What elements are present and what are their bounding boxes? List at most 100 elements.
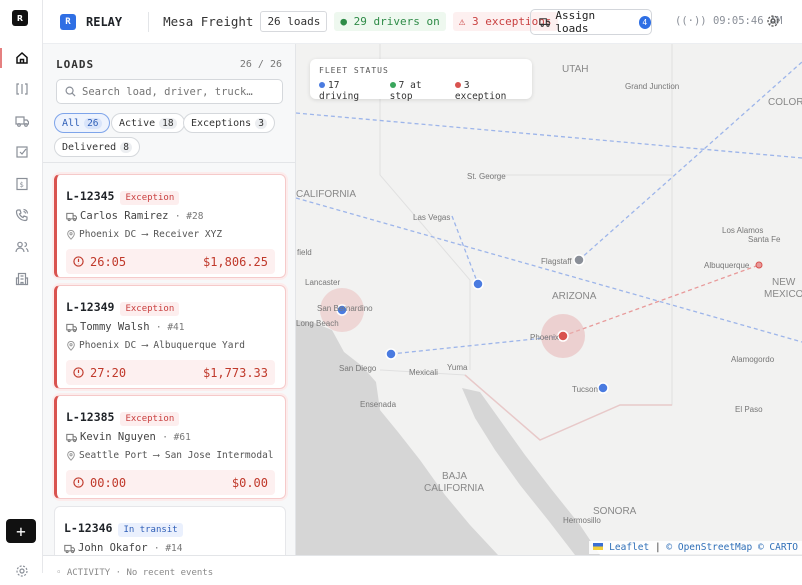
truck-number: · #14 — [153, 542, 183, 554]
map-attribution: Leaflet | © OpenStreetMap © CARTO — [589, 541, 802, 554]
exceptions-pill[interactable]: ⚠ 3 exceptions — [452, 12, 558, 31]
map[interactable]: UTAH Grand Junction COLOR CALIFORNIA St.… — [296, 44, 802, 555]
stop-dot-icon — [389, 82, 396, 88]
alert-clock-icon — [73, 477, 84, 488]
nav-drivers-icon[interactable] — [0, 233, 43, 261]
filter-delivered[interactable]: Delivered 8 — [54, 137, 140, 157]
map-label: NEW — [772, 277, 796, 288]
load-card[interactable]: L-12345 Exception Carlos Ramirez · #28 Pho… — [54, 174, 286, 278]
filter-all[interactable]: All 26 — [54, 113, 110, 133]
filter-active[interactable]: Active 18 — [111, 113, 185, 133]
ukraine-flag-icon — [593, 543, 604, 550]
nav-facilities-icon[interactable] — [0, 265, 43, 293]
destination: San Jose Intermodal — [164, 450, 274, 461]
assign-loads-button[interactable]: Assign loads 4 — [530, 9, 652, 35]
driver-name: Tommy Walsh — [80, 321, 150, 333]
fleet-exception-text: 3 exception — [454, 80, 507, 102]
clock-time: 09:05:46 AM — [712, 15, 783, 27]
map-label: Albuquerque — [704, 261, 750, 270]
osm-link[interactable]: © OpenStreetMap — [666, 542, 753, 553]
filter-label: Active — [119, 117, 156, 129]
activity-bar[interactable]: ◦ ACTIVITY · No recent events — [43, 555, 802, 578]
truck-number: · #61 — [162, 431, 191, 443]
status-badge: In transit — [118, 523, 183, 537]
settings-icon[interactable] — [0, 557, 43, 585]
map-label: El Paso — [735, 405, 763, 414]
exception-footer: 26:05 $1,806.25 — [66, 249, 275, 274]
route-line — [296, 112, 802, 159]
fleet-at-stop: 7 at stop — [389, 80, 447, 102]
filter-count: 3 — [255, 117, 267, 129]
search-input[interactable] — [82, 85, 272, 98]
driver-row: John Okafor · #14 — [64, 542, 275, 554]
live-signal-icon: ((·)) — [675, 15, 713, 27]
fleet-exception: 3 exception — [454, 80, 523, 102]
timer: 00:00 — [90, 475, 127, 490]
app-name: RELAY — [86, 14, 123, 29]
divider — [148, 11, 150, 32]
divider — [43, 162, 295, 163]
map-label: Tucson — [572, 385, 598, 394]
load-card[interactable]: L-12385 Exception Kevin Nguyen · #61 Seatt… — [54, 395, 286, 499]
arrow-icon: ⟶ — [153, 450, 160, 461]
pacific-ocean — [296, 320, 498, 555]
driver-marker — [336, 304, 348, 316]
exception-dot-icon — [454, 82, 461, 88]
map-label: Santa Fe — [748, 235, 781, 244]
load-card[interactable]: L-12349 Exception Tommy Walsh · #41 Phoeni… — [54, 285, 286, 389]
nav-billing-icon[interactable]: $ — [0, 170, 43, 198]
leaflet-link[interactable]: Leaflet — [609, 542, 650, 553]
map-label: Ensenada — [360, 400, 397, 409]
map-label: Yuma — [447, 363, 468, 372]
driver-name: Kevin Nguyen — [80, 431, 156, 443]
map-label: Phoenix — [530, 333, 559, 342]
filter-count: 18 — [159, 117, 177, 129]
destination-marker — [755, 261, 763, 269]
driver-name: John Okafor — [78, 542, 148, 554]
origin: Phoenix DC — [79, 340, 137, 351]
gear-icon[interactable] — [766, 14, 780, 31]
route-line — [296, 197, 802, 343]
truck-number: · #41 — [155, 321, 185, 333]
map-label: Alamogordo — [731, 355, 775, 364]
map-label: St. George — [467, 172, 506, 181]
nav-calls-icon[interactable] — [0, 201, 43, 229]
fleet-status-title: FLEET STATUS — [319, 66, 389, 75]
map-canvas[interactable]: UTAH Grand Junction COLOR CALIFORNIA St.… — [296, 44, 802, 555]
add-button[interactable]: + — [6, 519, 36, 543]
drivers-on-text: 29 drivers on — [353, 15, 440, 28]
status-badge: Exception — [120, 302, 180, 316]
filter-label: All — [62, 117, 81, 129]
driver-marker — [597, 382, 609, 394]
filter-exceptions[interactable]: Exceptions 3 — [183, 113, 275, 133]
loads-title: LOADS — [56, 58, 95, 71]
status-badge: Exception — [120, 412, 180, 426]
map-label: Grand Junction — [625, 82, 679, 91]
map-label: Flagstaff — [541, 257, 572, 266]
clock: ((·)) 09:05:46 AM — [675, 15, 782, 27]
nav-tasks-icon[interactable] — [0, 138, 43, 166]
route-row: Phoenix DC ⟶ Albuquerque Yard — [66, 340, 275, 351]
driver-marker — [385, 348, 397, 360]
search-box[interactable] — [56, 79, 283, 104]
exceptions-text: 3 exceptions — [472, 15, 552, 28]
timer: 27:20 — [90, 365, 127, 380]
truck-icon — [64, 544, 75, 553]
nav-truck-icon[interactable] — [0, 107, 43, 135]
location-pin-icon — [67, 229, 75, 240]
load-id: L-12346 — [64, 521, 113, 535]
carto-link[interactable]: © CARTO — [757, 542, 798, 553]
map-label: COLOR — [768, 97, 802, 108]
origin: Seattle Port — [79, 450, 148, 461]
map-label: ARIZONA — [552, 291, 597, 302]
nav-board-icon[interactable] — [0, 75, 43, 103]
route-line — [451, 215, 479, 285]
gulf-of-california — [462, 388, 600, 555]
svg-text:$: $ — [19, 181, 23, 189]
workspace-logo[interactable]: R — [12, 10, 28, 26]
driving-dot-icon — [319, 82, 325, 88]
load-card[interactable]: L-12346 In transit John Okafor · #14 — [54, 506, 286, 555]
map-label: CALIFORNIA — [296, 189, 356, 200]
nav-home-icon[interactable] — [0, 44, 43, 72]
destination: Receiver XYZ — [153, 229, 223, 240]
